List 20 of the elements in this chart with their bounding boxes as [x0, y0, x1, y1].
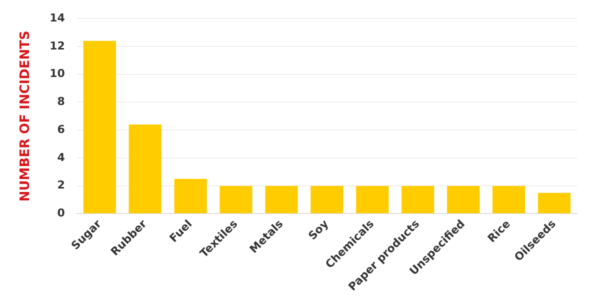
bar [174, 178, 207, 214]
bar [310, 186, 344, 214]
bar [402, 186, 434, 214]
bar [83, 40, 116, 214]
y-tick-label: 8 [57, 95, 65, 108]
bar [538, 192, 571, 214]
bar [220, 186, 252, 214]
y-tick-label: 2 [57, 178, 65, 192]
y-tick-label: 0 [57, 206, 66, 220]
y-axis-title: NUMBER OF INCIDENTS [18, 30, 34, 202]
bar [356, 186, 389, 214]
y-tick-label: 4 [57, 150, 66, 164]
bar [265, 186, 298, 214]
bar [128, 124, 162, 214]
y-tick-label: 12 [50, 39, 65, 52]
y-tick-label: 10 [50, 67, 66, 80]
y-tick-label: 14 [50, 11, 66, 24]
y-tick-label: 6 [57, 122, 66, 136]
bar [447, 186, 480, 214]
bar [492, 186, 526, 214]
